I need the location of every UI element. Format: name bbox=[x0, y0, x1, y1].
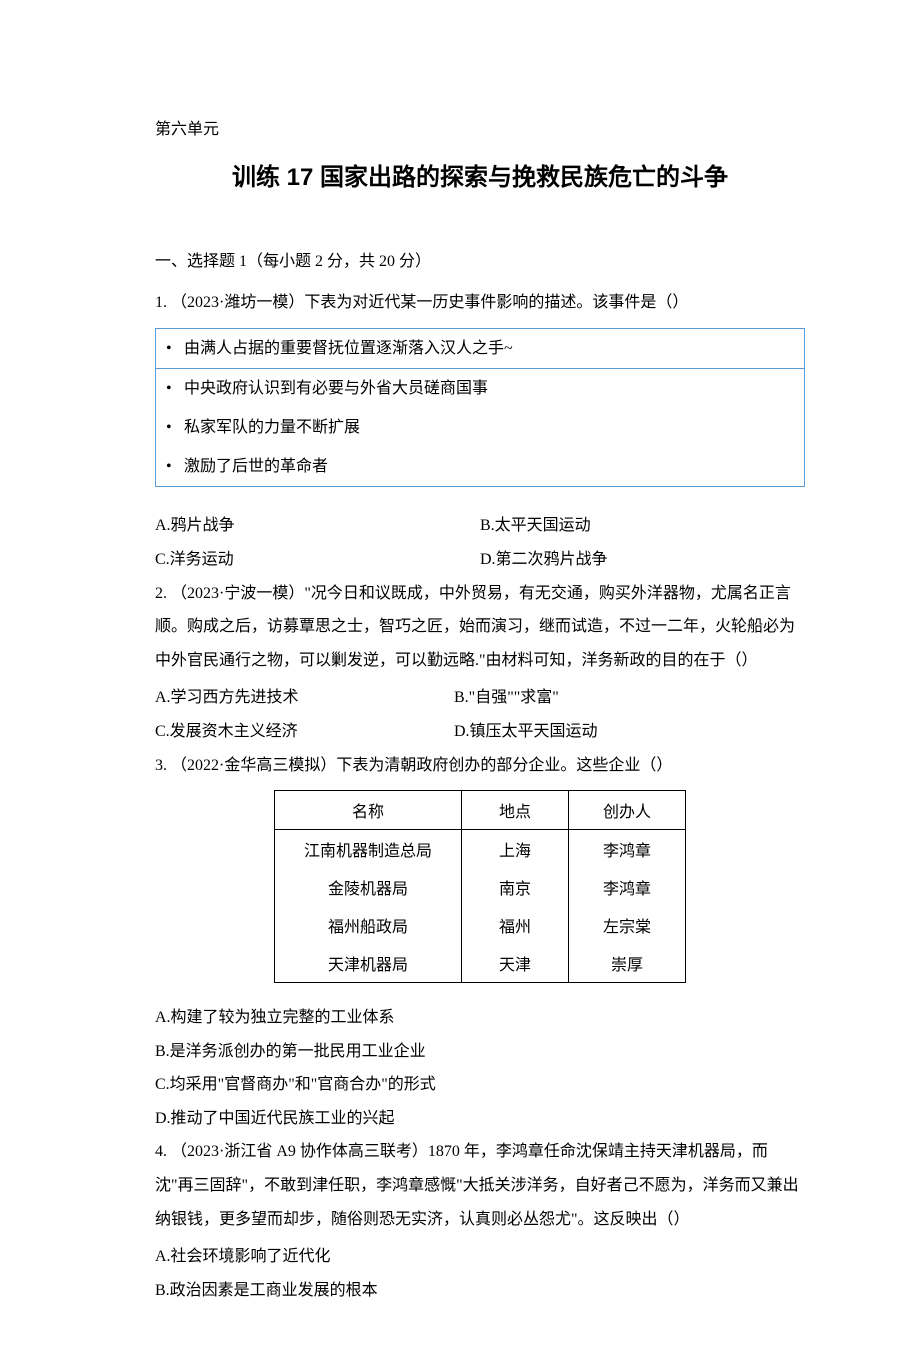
table-row: 福州船政局 福州 左宗棠 bbox=[275, 906, 686, 944]
unit-label: 第六单元 bbox=[155, 115, 805, 139]
option-b: B.太平天国运动 bbox=[480, 509, 805, 543]
box-row: • 私家军队的力量不断扩展 bbox=[156, 408, 804, 447]
option-b: B."自强""求富" bbox=[454, 681, 805, 715]
option-b: B.政治因素是工商业发展的根本 bbox=[155, 1274, 805, 1308]
option-c: C.发展资木主义经济 bbox=[155, 715, 454, 749]
question-number: 2. bbox=[155, 585, 167, 602]
q1-options-row1: A.鸦片战争 B.太平天国运动 bbox=[155, 509, 805, 543]
question-text: （2023·宁波一模）"况今日和议既成，中外贸易，有无交通，购买外洋器物，尤属名… bbox=[155, 585, 795, 669]
box-item-text: 激励了后世的革命者 bbox=[184, 458, 328, 475]
table-cell: 天津机器局 bbox=[275, 944, 462, 983]
table-cell: 崇厚 bbox=[569, 944, 686, 983]
main-title: 训练 17 国家出路的探索与挽救民族危亡的斗争 bbox=[155, 157, 805, 192]
box-item-text: 私家军队的力量不断扩展 bbox=[184, 419, 360, 436]
question-3: 3. （2022·金华高三模拟）下表为清朝政府创办的部分企业。这些企业（） bbox=[155, 749, 805, 783]
q1-options-row2: C.洋务运动 D.第二次鸦片战争 bbox=[155, 543, 805, 577]
question-number: 1. bbox=[155, 294, 167, 311]
section-title: 一、选择题 1（每小题 2 分，共 20 分） bbox=[155, 247, 805, 271]
question-text: （2023·浙江省 A9 协作体高三联考）1870 年，李鸿章任命沈保靖主持天津… bbox=[155, 1143, 799, 1227]
table-cell: 天津 bbox=[462, 944, 569, 983]
bullet-icon: • bbox=[166, 335, 180, 362]
table-row: 天津机器局 天津 崇厚 bbox=[275, 944, 686, 983]
question-number: 3. bbox=[155, 757, 167, 774]
table-row: 江南机器制造总局 上海 李鸿章 bbox=[275, 830, 686, 869]
question-text: （2022·金华高三模拟）下表为清朝政府创办的部分企业。这些企业（） bbox=[171, 757, 672, 774]
option-a: A.学习西方先进技术 bbox=[155, 681, 454, 715]
question-text: （2023·潍坊一模）下表为对近代某一历史事件影响的描述。该事件是（） bbox=[171, 294, 688, 311]
table-row: 金陵机器局 南京 李鸿章 bbox=[275, 868, 686, 906]
box-row: • 中央政府认识到有必要与外省大员磋商国事 bbox=[156, 369, 804, 408]
table-cell: 福州船政局 bbox=[275, 906, 462, 944]
question-2: 2. （2023·宁波一模）"况今日和议既成，中外贸易，有无交通，购买外洋器物，… bbox=[155, 577, 805, 678]
document-page: 第六单元 训练 17 国家出路的探索与挽救民族危亡的斗争 一、选择题 1（每小题… bbox=[0, 0, 920, 1367]
q1-influence-box: • 由满人占据的重要督抚位置逐渐落入汉人之手~ • 中央政府认识到有必要与外省大… bbox=[155, 328, 805, 488]
option-a: A.社会环境影响了近代化 bbox=[155, 1240, 805, 1274]
table-cell: 福州 bbox=[462, 906, 569, 944]
box-row: • 由满人占据的重要督抚位置逐渐落入汉人之手~ bbox=[156, 329, 804, 369]
box-row: • 激励了后世的革命者 bbox=[156, 447, 804, 486]
option-c: C.洋务运动 bbox=[155, 543, 480, 577]
option-a: A.鸦片战争 bbox=[155, 509, 480, 543]
q2-options-row2: C.发展资木主义经济 D.镇压太平天国运动 bbox=[155, 715, 805, 749]
bullet-icon: • bbox=[166, 453, 180, 480]
table-cell: 李鸿章 bbox=[569, 830, 686, 869]
option-b: B.是洋务派创办的第一批民用工业企业 bbox=[155, 1035, 805, 1069]
question-4: 4. （2023·浙江省 A9 协作体高三联考）1870 年，李鸿章任命沈保靖主… bbox=[155, 1135, 805, 1236]
option-a: A.构建了较为独立完整的工业体系 bbox=[155, 1001, 805, 1035]
bullet-icon: • bbox=[166, 414, 180, 441]
q2-options-row1: A.学习西方先进技术 B."自强""求富" bbox=[155, 681, 805, 715]
table-cell: 李鸿章 bbox=[569, 868, 686, 906]
table-header-cell: 地点 bbox=[462, 791, 569, 830]
table-header-cell: 名称 bbox=[275, 791, 462, 830]
option-d: D.第二次鸦片战争 bbox=[480, 543, 805, 577]
option-d: D.推动了中国近代民族工业的兴起 bbox=[155, 1102, 805, 1136]
question-1: 1. （2023·潍坊一模）下表为对近代某一历史事件影响的描述。该事件是（） bbox=[155, 286, 805, 320]
option-c: C.均采用"官督商办"和"官商合办"的形式 bbox=[155, 1068, 805, 1102]
table-header-row: 名称 地点 创办人 bbox=[275, 791, 686, 830]
question-number: 4. bbox=[155, 1143, 167, 1160]
bullet-icon: • bbox=[166, 375, 180, 402]
enterprise-table: 名称 地点 创办人 江南机器制造总局 上海 李鸿章 金陵机器局 南京 李鸿章 福… bbox=[274, 790, 686, 983]
table-header-cell: 创办人 bbox=[569, 791, 686, 830]
table-cell: 上海 bbox=[462, 830, 569, 869]
option-d: D.镇压太平天国运动 bbox=[454, 715, 805, 749]
table-cell: 南京 bbox=[462, 868, 569, 906]
table-cell: 金陵机器局 bbox=[275, 868, 462, 906]
box-item-text: 中央政府认识到有必要与外省大员磋商国事 bbox=[184, 380, 488, 397]
table-cell: 江南机器制造总局 bbox=[275, 830, 462, 869]
box-item-text: 由满人占据的重要督抚位置逐渐落入汉人之手~ bbox=[184, 340, 513, 357]
table-cell: 左宗棠 bbox=[569, 906, 686, 944]
